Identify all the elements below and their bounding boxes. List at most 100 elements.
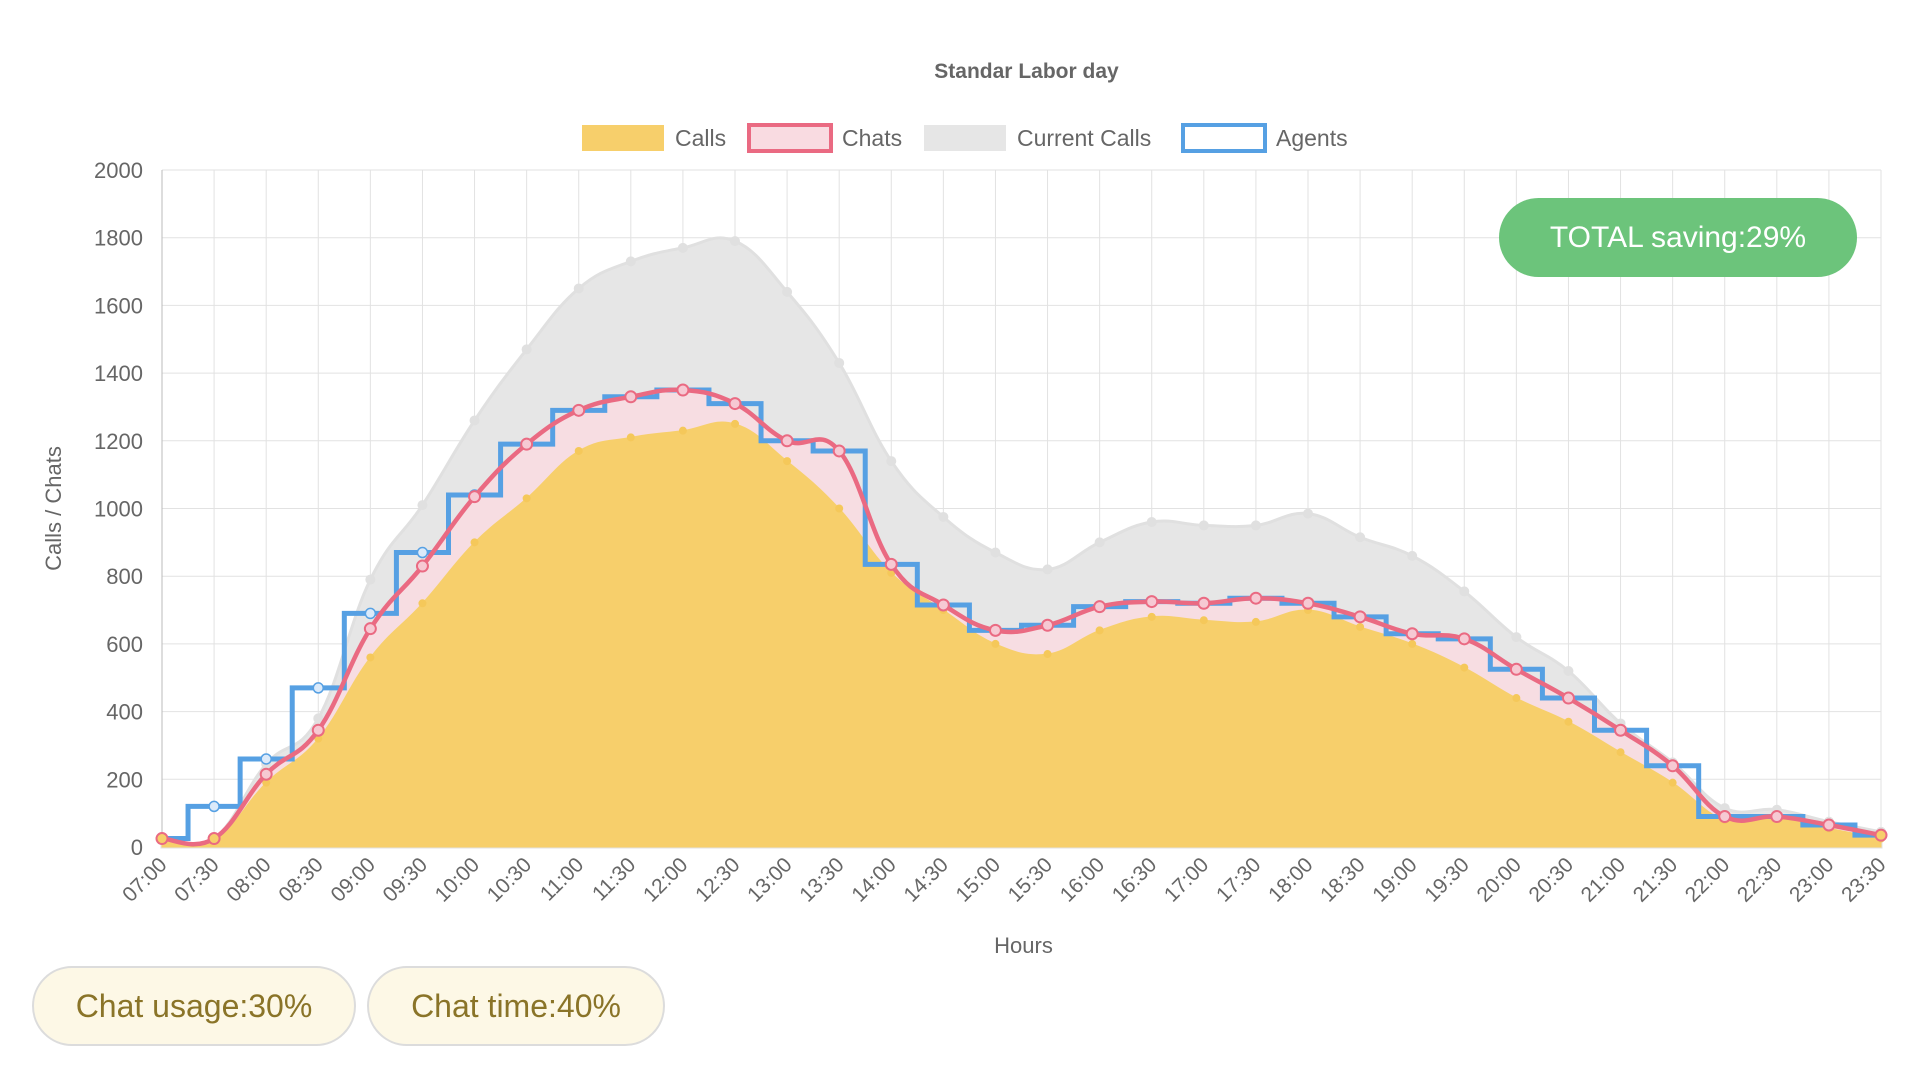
chats-point (1561, 691, 1575, 705)
current-calls-point (1094, 537, 1105, 548)
series-calls-points (158, 419, 1885, 845)
current-calls-point (365, 574, 376, 585)
calls-point (262, 778, 271, 787)
calls-point (1199, 616, 1208, 625)
calls-point (1095, 626, 1104, 635)
legend-swatch-agents (1181, 123, 1267, 153)
chats-point (1405, 627, 1419, 641)
chats-point (988, 623, 1002, 637)
x-tick-label: 22:30 (1733, 853, 1786, 906)
chats-point (207, 832, 221, 846)
current-calls-point (938, 511, 949, 522)
calls-point (678, 426, 687, 435)
y-tick-label: 400 (106, 700, 143, 725)
x-tick-label: 17:00 (1160, 853, 1213, 906)
current-calls-point (1146, 517, 1157, 528)
chats-point (1666, 759, 1680, 773)
current-calls-point (521, 344, 532, 355)
agents-point (208, 800, 220, 813)
current-calls-point (1511, 632, 1522, 643)
x-tick-label: 15:30 (1004, 853, 1057, 906)
calls-point (1043, 650, 1052, 659)
x-tick-label: 19:30 (1420, 853, 1473, 906)
calls-point (522, 494, 531, 503)
calls-chats-chart: Standar Labor day Calls Chats Current Calls… (41, 60, 1891, 958)
current-calls-point (886, 456, 897, 467)
chats-point (1145, 595, 1159, 609)
chats-point (363, 622, 377, 636)
y-tick-label: 0 (131, 835, 143, 860)
calls-point (314, 734, 323, 743)
current-calls-point (573, 283, 584, 294)
legend-swatch-calls (582, 125, 664, 151)
chats-point (155, 832, 169, 846)
chats-point (832, 444, 846, 458)
chats-point (1457, 632, 1471, 646)
calls-point (1512, 694, 1521, 703)
chats-point (676, 383, 690, 397)
current-calls-point (1563, 665, 1574, 676)
current-calls-point (1407, 550, 1418, 561)
chats-point (1093, 600, 1107, 614)
y-tick-label: 1000 (94, 497, 143, 522)
legend-label-calls: Calls (675, 125, 726, 151)
agents-point (260, 753, 272, 765)
calls-point (783, 457, 792, 466)
chats-point (936, 598, 950, 612)
calls-point (1668, 778, 1677, 787)
x-tick-label: 20:00 (1472, 853, 1525, 906)
chats-point (259, 767, 273, 781)
agents-point (312, 682, 325, 694)
x-tick-label: 13:00 (743, 853, 796, 906)
x-axis-title: Hours (994, 933, 1053, 958)
current-calls-point (990, 547, 1001, 558)
calls-point (366, 653, 375, 662)
y-tick-label: 1200 (94, 429, 143, 454)
chat-time-button[interactable]: Chat time:40% (367, 966, 665, 1046)
chart-title: Standar Labor day (934, 60, 1119, 83)
x-tick-label: 15:00 (952, 853, 1005, 906)
calls-point (1356, 622, 1365, 631)
current-calls-point (1198, 520, 1209, 531)
y-tick-label: 1600 (94, 293, 143, 318)
x-tick-label: 07:30 (170, 853, 223, 906)
x-tick-label: 17:30 (1212, 853, 1265, 906)
current-calls-point (625, 256, 636, 267)
series-chats-points (155, 383, 1888, 846)
chats-point (1874, 828, 1888, 842)
chart-container: Standar Labor day Calls Chats Current Calls… (41, 60, 1891, 958)
chats-point (1822, 818, 1836, 832)
x-tick-label: 23:00 (1785, 853, 1838, 906)
y-tick-labels: 0 200 400 600 800 1000 1200 1400 1600 1800 2000 (94, 158, 143, 860)
chats-point (1301, 596, 1315, 610)
current-calls-point (782, 286, 793, 297)
current-calls-point (677, 242, 688, 253)
x-tick-label: 16:00 (1056, 853, 1109, 906)
x-tick-label: 21:00 (1577, 853, 1630, 906)
x-tick-label: 14:30 (899, 853, 952, 906)
chats-point (1509, 662, 1523, 676)
calls-point (1616, 748, 1625, 757)
x-tick-label: 18:30 (1316, 853, 1369, 906)
chats-point (624, 390, 638, 404)
current-calls-point (730, 236, 740, 247)
chat-usage-button[interactable]: Chat usage:30% (32, 966, 356, 1046)
agents-point (416, 546, 429, 559)
current-calls-point (1355, 532, 1366, 543)
y-tick-label: 200 (106, 767, 143, 792)
x-tick-label: 09:30 (379, 853, 432, 906)
legend-label-chats: Chats (842, 125, 902, 151)
x-tick-label: 20:30 (1525, 853, 1578, 906)
current-calls-point (417, 500, 428, 511)
x-tick-label: 09:00 (326, 853, 379, 906)
chart-legend: Calls Chats Current Calls Agents (582, 123, 1348, 153)
y-tick-label: 2000 (94, 158, 143, 183)
x-tick-label: 22:00 (1681, 853, 1734, 906)
x-tick-label: 19:00 (1368, 853, 1421, 906)
chats-point (415, 559, 429, 573)
x-tick-labels: 07:0007:3008:0008:3009:0009:3010:0010:30… (118, 853, 1890, 906)
calls-point (418, 599, 427, 608)
chats-point (311, 723, 325, 737)
current-calls-point (834, 357, 845, 368)
chats-point (1770, 810, 1784, 824)
